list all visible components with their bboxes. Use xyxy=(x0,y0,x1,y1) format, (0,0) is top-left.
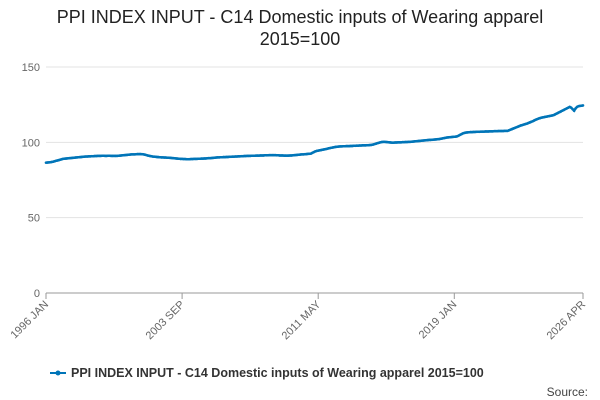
y-tick-label: 50 xyxy=(28,213,40,225)
legend-label: PPI INDEX INPUT - C14 Domestic inputs of… xyxy=(71,366,484,380)
y-tick-label: 100 xyxy=(22,137,40,149)
y-tick-label: 150 xyxy=(22,62,40,74)
x-tick-label: 2019 JAN xyxy=(417,299,460,342)
x-tick-label: 2026 APR xyxy=(545,299,589,343)
point xyxy=(572,109,576,112)
x-tick-label: 2011 MAY xyxy=(280,298,324,342)
y-tick-label: 0 xyxy=(34,288,40,300)
point xyxy=(581,104,585,107)
x-tick-label: 2003 SEP xyxy=(144,299,188,343)
x-tick-label: 1996 JAN xyxy=(8,299,51,342)
chart-title: PPI INDEX INPUT - C14 Domestic inputs of… xyxy=(56,7,544,49)
legend-marker xyxy=(55,370,61,376)
source-label: Source: xyxy=(547,385,588,399)
